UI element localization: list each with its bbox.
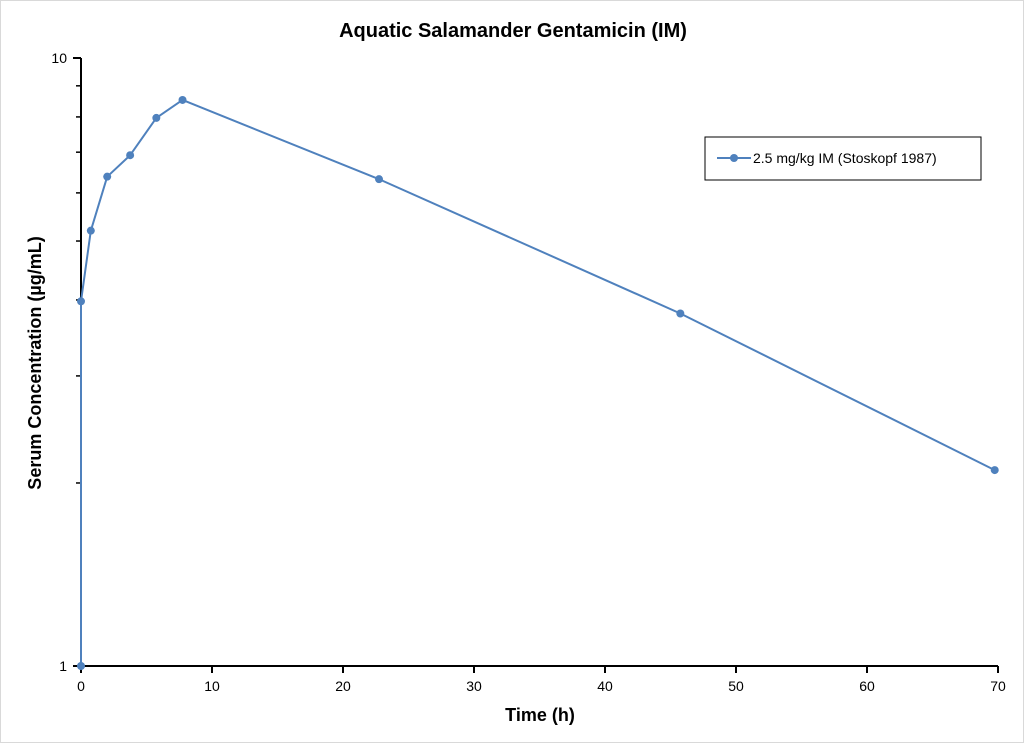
x-tick-label: 50	[728, 678, 744, 694]
data-point	[152, 113, 161, 122]
axes-group: 1 10 0 10 20 30 40 50 60 70	[51, 50, 1006, 694]
x-tick-label: 10	[204, 678, 220, 694]
series-group	[77, 95, 999, 670]
series-line	[80, 98, 996, 666]
y-tick-label: 10	[51, 50, 67, 66]
data-point	[178, 95, 187, 104]
data-point	[676, 309, 685, 318]
x-tick-label: 30	[466, 678, 482, 694]
chart-title: Aquatic Salamander Gentamicin (IM)	[339, 20, 687, 42]
x-tick-label: 60	[859, 678, 875, 694]
data-point	[77, 297, 85, 306]
x-axis-title: Time (h)	[505, 705, 575, 725]
data-point	[77, 662, 85, 670]
legend-marker	[730, 154, 738, 162]
data-point	[103, 172, 112, 181]
legend-entry-label: 2.5 mg/kg IM (Stoskopf 1987)	[753, 150, 937, 166]
x-tick-label: 40	[597, 678, 613, 694]
legend: 2.5 mg/kg IM (Stoskopf 1987)	[704, 136, 982, 181]
data-point	[375, 175, 384, 184]
x-tick-label: 20	[335, 678, 351, 694]
data-point	[990, 466, 999, 475]
data-point	[86, 226, 95, 235]
x-tick-label: 0	[77, 678, 85, 694]
y-tick-label: 1	[59, 658, 67, 674]
data-point	[126, 151, 135, 160]
x-tick-label: 70	[990, 678, 1006, 694]
y-axis-title: Serum Concentration (µg/mL)	[25, 236, 45, 489]
